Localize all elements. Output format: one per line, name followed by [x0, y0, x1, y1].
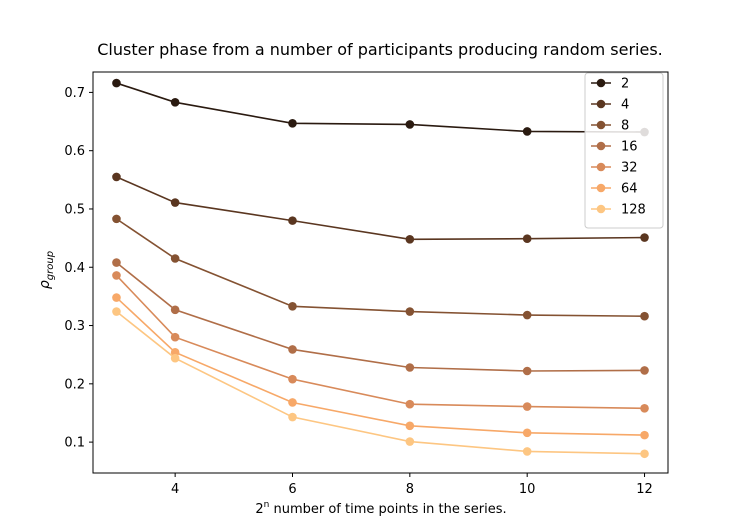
legend-marker	[596, 120, 606, 130]
data-point	[640, 430, 649, 440]
legend-label: 8	[621, 119, 629, 134]
series-64	[112, 293, 649, 440]
data-point	[288, 412, 297, 422]
data-point	[170, 353, 180, 363]
data-point	[405, 120, 415, 129]
series-layer	[112, 78, 649, 459]
series-line	[115, 310, 645, 455]
series-8	[112, 214, 649, 321]
data-point	[112, 214, 121, 224]
legend-marker	[596, 162, 606, 172]
axes: 4 6 8 10 12 0.1 0.2 0.3 0.4 0.5 0.6 0.7	[64, 86, 652, 497]
x-tick-label: 4	[171, 482, 179, 497]
legend-item: 32	[591, 161, 638, 176]
series-line	[116, 218, 645, 318]
legend-item: 64	[591, 182, 638, 197]
data-point	[522, 428, 532, 438]
data-point	[522, 310, 532, 320]
data-point	[640, 311, 649, 321]
data-point	[288, 302, 297, 311]
legend-item: 16	[591, 140, 638, 155]
series-128	[112, 307, 649, 459]
data-point	[405, 307, 415, 316]
y-tick-label: 0.7	[64, 86, 85, 101]
data-point	[288, 118, 297, 128]
plot-area	[92, 71, 669, 474]
data-point	[522, 127, 532, 136]
data-point	[522, 447, 532, 456]
data-point	[112, 271, 121, 280]
legend-label: 4	[621, 98, 629, 113]
x-tick-label: 12	[636, 482, 653, 497]
data-point	[405, 421, 415, 431]
data-point	[170, 305, 180, 315]
x-axis-label: 2n number of time points in the series.	[255, 500, 506, 517]
legend-item: 4	[591, 98, 629, 113]
data-point	[170, 98, 180, 107]
data-point	[522, 402, 532, 411]
legend-marker	[596, 204, 606, 214]
data-point	[522, 234, 532, 243]
data-point	[640, 366, 649, 375]
series-16	[112, 258, 649, 376]
legend-label: 16	[621, 140, 638, 155]
data-point	[405, 399, 415, 409]
legend: 2 4 8 16 32 64 128	[584, 72, 664, 229]
data-point	[112, 258, 121, 267]
data-point	[170, 332, 180, 342]
series-32	[112, 271, 649, 413]
data-point	[288, 345, 297, 354]
data-point	[640, 233, 649, 242]
legend-label: 64	[621, 182, 638, 197]
legend-marker	[596, 183, 606, 193]
x-tick-label: 6	[288, 482, 296, 497]
data-point	[405, 234, 415, 244]
series-4	[112, 172, 649, 244]
legend-label: 2	[621, 77, 629, 92]
data-point	[112, 78, 121, 88]
legend-label: 32	[621, 161, 638, 176]
data-point	[112, 172, 121, 182]
series-line	[116, 82, 645, 133]
data-point	[112, 293, 121, 302]
data-point	[640, 404, 649, 413]
y-tick-label: 0.1	[64, 436, 85, 451]
data-point	[112, 307, 121, 316]
legend-marker	[596, 141, 606, 151]
y-axis-label: ρgroup	[37, 251, 56, 289]
x-tick-label: 10	[519, 482, 536, 497]
legend-label: 128	[621, 203, 646, 218]
y-tick-label: 0.3	[64, 319, 85, 334]
legend-marker	[596, 99, 606, 109]
legend-marker	[596, 78, 606, 88]
legend-item: 8	[591, 119, 629, 134]
series-line	[115, 274, 645, 410]
data-point	[170, 254, 180, 263]
data-point	[640, 449, 649, 459]
x-tick-label: 8	[406, 482, 414, 497]
data-point	[288, 398, 297, 407]
chart-title: Cluster phase from a number of participa…	[97, 40, 663, 59]
y-tick-label: 0.4	[64, 261, 85, 276]
legend-item: 2	[591, 77, 629, 92]
data-point	[288, 216, 297, 225]
y-tick-label: 0.2	[64, 377, 85, 392]
series-2	[112, 78, 649, 137]
data-point	[288, 374, 297, 384]
y-tick-label: 0.6	[64, 144, 85, 159]
series-line	[115, 296, 645, 436]
data-point	[170, 198, 180, 207]
legend-item: 128	[591, 203, 646, 218]
series-line	[115, 261, 645, 372]
data-point	[522, 366, 532, 376]
y-tick-label: 0.5	[64, 202, 85, 217]
data-point	[405, 437, 415, 446]
series-line	[116, 176, 645, 241]
data-point	[405, 363, 415, 372]
